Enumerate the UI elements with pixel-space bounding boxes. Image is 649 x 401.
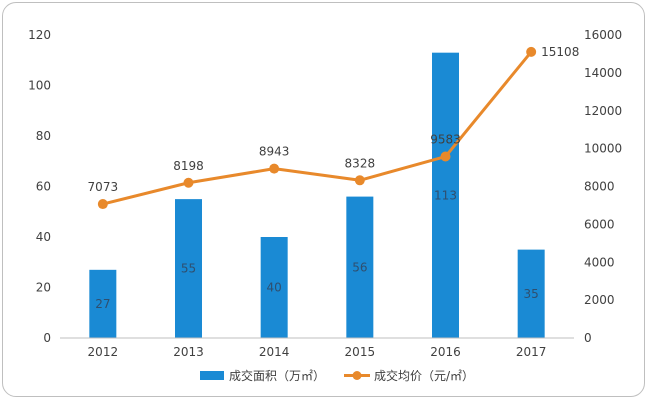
- bar-label-2014: 40: [267, 281, 282, 295]
- price-line: [102, 50, 533, 206]
- legend: 成交面积（万㎡） 成交均价（元/㎡）: [200, 368, 474, 383]
- y-left-tick: 100: [28, 79, 51, 93]
- price-point-2013: [183, 177, 194, 188]
- price-label-2013: 8198: [173, 159, 204, 173]
- y-axis-left-ticks: 0 20 40 60 80 100 120: [28, 28, 51, 345]
- y-right-tick: 16000: [584, 28, 622, 42]
- y-axis-right-ticks: 0 2000 4000 6000 8000 10000 12000 14000 16000: [584, 28, 622, 345]
- y-left-tick: 60: [36, 180, 51, 194]
- bar-2013: [175, 199, 202, 338]
- legend-label-bar: 成交面积（万㎡）: [229, 368, 325, 383]
- bar-label-2016: 113: [434, 188, 457, 202]
- bar-2015: [346, 196, 374, 338]
- price-label-2015: 8328: [345, 156, 376, 170]
- bar-2014: [260, 237, 288, 338]
- y-right-tick: 14000: [584, 66, 622, 80]
- bar-series: [89, 52, 545, 339]
- x-tick-2012: 2012: [88, 345, 119, 359]
- price-point-2015: [354, 175, 365, 186]
- bar-label-2017: 35: [524, 287, 539, 301]
- price-label-2016: 9583: [430, 133, 461, 147]
- price-label-2012: 7073: [88, 180, 119, 194]
- x-tick-2015: 2015: [345, 345, 376, 359]
- bar-2017: [517, 249, 545, 338]
- y-right-tick: 8000: [584, 180, 615, 194]
- x-axis-ticks: 2012 2013 2014 2015 2016 2017: [88, 345, 547, 359]
- y-left-tick: 120: [28, 28, 51, 42]
- y-left-tick: 20: [36, 281, 51, 295]
- line-series: [97, 46, 537, 210]
- x-tick-2017: 2017: [516, 345, 547, 359]
- price-label-2014: 8943: [259, 145, 290, 159]
- y-right-tick: 4000: [584, 255, 615, 269]
- x-tick-2014: 2014: [259, 345, 290, 359]
- legend-swatch-marker: [352, 371, 362, 380]
- y-right-tick: 10000: [584, 142, 622, 156]
- line-data-labels: 7073 8198 8943 8328 9583 15108: [88, 45, 580, 194]
- bar-data-labels: 27 55 40 56 113 35: [95, 188, 539, 311]
- x-tick-2016: 2016: [430, 345, 461, 359]
- y-right-tick: 6000: [584, 217, 615, 231]
- bar-label-2015: 56: [352, 260, 367, 274]
- legend-label-line: 成交均价（元/㎡）: [374, 368, 474, 383]
- price-point-2014: [269, 163, 280, 174]
- bar-label-2012: 27: [95, 297, 110, 311]
- bar-2016: [432, 52, 459, 339]
- price-point-2012: [97, 199, 108, 210]
- y-right-tick: 12000: [584, 104, 622, 118]
- price-point-2016: [440, 151, 451, 162]
- y-right-tick: 2000: [584, 293, 615, 307]
- y-left-tick: 0: [43, 331, 51, 345]
- y-left-tick: 40: [36, 230, 51, 244]
- y-left-tick: 80: [36, 129, 51, 143]
- x-tick-2013: 2013: [173, 345, 204, 359]
- bar-label-2013: 55: [181, 262, 196, 276]
- bar-2012: [89, 269, 117, 338]
- price-point-2017: [526, 46, 537, 57]
- price-label-2017: 15108: [541, 45, 579, 59]
- legend-swatch-bar: [200, 371, 224, 380]
- y-right-tick: 0: [584, 331, 592, 345]
